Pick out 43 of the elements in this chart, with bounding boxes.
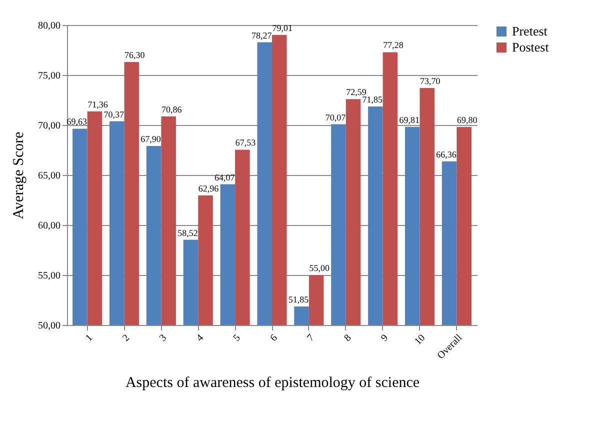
- y-tick-label: 80,00: [38, 20, 60, 32]
- legend-label: Postest: [512, 40, 550, 54]
- data-label: 71,36: [88, 99, 108, 110]
- data-label: 70,86: [161, 104, 182, 114]
- x-tick-label: 6: [268, 332, 280, 344]
- data-label: 70,37: [104, 109, 124, 120]
- data-label: 69,81: [399, 114, 420, 125]
- data-label: 78,27: [251, 30, 272, 40]
- data-label: 55,00: [309, 263, 330, 273]
- y-axis-title: Average Score: [11, 131, 27, 220]
- data-label: 67,90: [140, 134, 162, 144]
- y-tick-label: 55,00: [38, 270, 60, 282]
- x-tick-label: 7: [305, 332, 317, 344]
- data-label: 79,01: [272, 22, 293, 33]
- y-tick-label: 65,00: [38, 170, 60, 182]
- y-tick-label: 60,00: [38, 220, 60, 232]
- data-label: 62,96: [198, 183, 220, 194]
- x-tick-label: 8: [342, 332, 354, 344]
- x-tick-label: 10: [412, 332, 428, 348]
- data-label: 67,53: [235, 138, 256, 148]
- data-label: 66,36: [436, 149, 457, 160]
- data-label: 69,80: [456, 115, 478, 125]
- y-tick-label: 50,00: [38, 320, 60, 332]
- y-tick-label: 75,00: [38, 70, 60, 82]
- x-tick-label: 3: [158, 332, 169, 344]
- x-tick-label: 4: [194, 332, 206, 344]
- data-label: 71,85: [362, 94, 384, 104]
- data-label: 69,63: [66, 116, 88, 127]
- x-tick-label: 2: [120, 332, 132, 344]
- x-tick-label: 1: [84, 332, 96, 344]
- data-label: 70,07: [325, 112, 346, 122]
- data-label: 64,07: [214, 172, 236, 182]
- data-label: 72,59: [346, 87, 367, 98]
- x-tick-label: 9: [379, 332, 391, 344]
- data-label: 77,28: [383, 40, 404, 50]
- x-axis-title: Aspects of awareness of epistemology of science: [125, 374, 420, 391]
- x-tick-label: 5: [232, 332, 243, 344]
- data-label: 76,30: [124, 50, 146, 60]
- data-label: 51,85: [288, 294, 310, 304]
- data-label: 58,52: [178, 228, 198, 238]
- data-label: 73,70: [420, 76, 441, 86]
- legend-label: Pretest: [512, 24, 548, 38]
- y-tick-label: 70,00: [38, 120, 60, 132]
